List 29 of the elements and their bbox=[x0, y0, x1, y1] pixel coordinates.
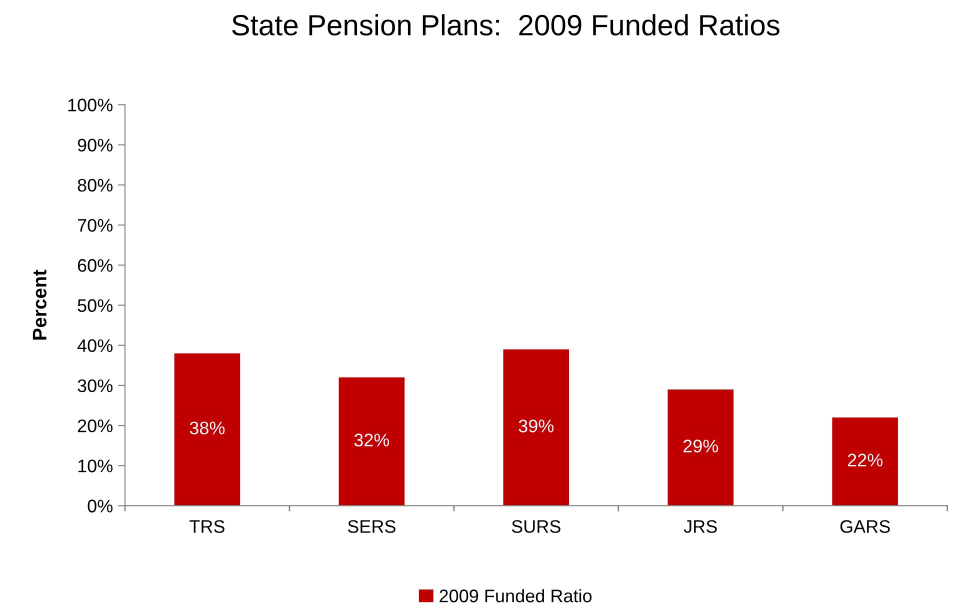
data-label: 32% bbox=[354, 434, 390, 446]
data-label: 38% bbox=[190, 422, 225, 434]
y-axis-title: Percent bbox=[32, 270, 46, 340]
y-tick-label: 10% bbox=[78, 460, 113, 472]
data-label: 29% bbox=[683, 440, 718, 452]
legend-label: 2009 Funded Ratio bbox=[440, 589, 592, 602]
bar bbox=[832, 418, 898, 506]
y-tick-label: 30% bbox=[78, 379, 113, 392]
x-tick-label: JRS bbox=[684, 520, 717, 533]
y-tick-label: 0% bbox=[88, 500, 113, 512]
y-tick-label: 80% bbox=[78, 178, 113, 192]
data-label: 22% bbox=[848, 454, 883, 466]
y-tick-label: 50% bbox=[78, 299, 113, 312]
chart-title: State Pension Plans: 2009 Funded Ratios bbox=[232, 14, 780, 36]
y-tick-label: 20% bbox=[78, 419, 113, 432]
y-tick-label: 40% bbox=[77, 339, 113, 352]
bar bbox=[338, 377, 405, 506]
x-tick-label: SERS bbox=[348, 520, 396, 533]
bar bbox=[503, 349, 570, 506]
x-tick-label: TRS bbox=[190, 520, 224, 533]
y-tick-label: 70% bbox=[78, 218, 113, 232]
bar bbox=[668, 389, 734, 506]
y-tick-label: 100% bbox=[68, 98, 113, 112]
bar bbox=[174, 353, 240, 506]
y-tick-label: 60% bbox=[78, 259, 113, 272]
data-label: 39% bbox=[518, 420, 554, 432]
y-tick-label: 90% bbox=[78, 138, 113, 152]
x-tick-label: SURS bbox=[512, 520, 560, 533]
x-tick-label: GARS bbox=[840, 520, 890, 533]
